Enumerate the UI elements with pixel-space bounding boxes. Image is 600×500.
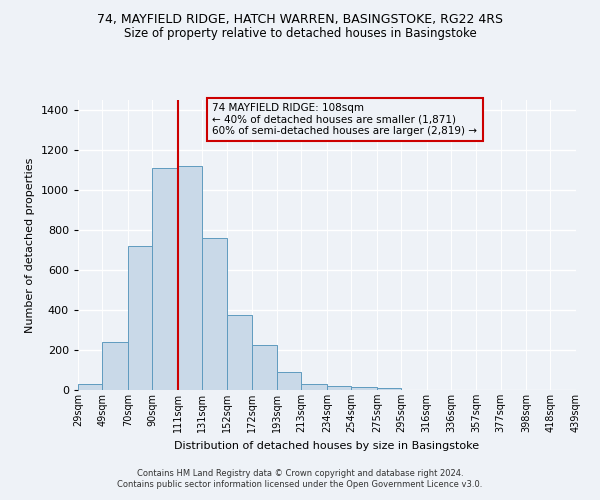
Bar (277, 372, 301, 390)
Text: Size of property relative to detached houses in Basingstoke: Size of property relative to detached ho… (124, 28, 476, 40)
Bar (377, 388, 401, 390)
Bar (178, 166, 202, 390)
Bar (128, 246, 152, 390)
Y-axis label: Number of detached properties: Number of detached properties (25, 158, 35, 332)
Bar (327, 386, 351, 390)
Bar (152, 168, 178, 390)
X-axis label: Distribution of detached houses by size in Basingstoke: Distribution of detached houses by size … (175, 440, 479, 450)
Bar (301, 384, 327, 390)
Bar (202, 238, 227, 390)
Bar (251, 345, 277, 390)
Text: Contains HM Land Registry data © Crown copyright and database right 2024.: Contains HM Land Registry data © Crown c… (137, 468, 463, 477)
Text: 74 MAYFIELD RIDGE: 108sqm
← 40% of detached houses are smaller (1,871)
60% of se: 74 MAYFIELD RIDGE: 108sqm ← 40% of detac… (212, 103, 478, 136)
Bar (227, 315, 251, 390)
Text: 74, MAYFIELD RIDGE, HATCH WARREN, BASINGSTOKE, RG22 4RS: 74, MAYFIELD RIDGE, HATCH WARREN, BASING… (97, 12, 503, 26)
Bar (102, 342, 128, 390)
Bar (78, 384, 102, 390)
Bar (351, 387, 377, 390)
Text: Contains public sector information licensed under the Open Government Licence v3: Contains public sector information licen… (118, 480, 482, 489)
